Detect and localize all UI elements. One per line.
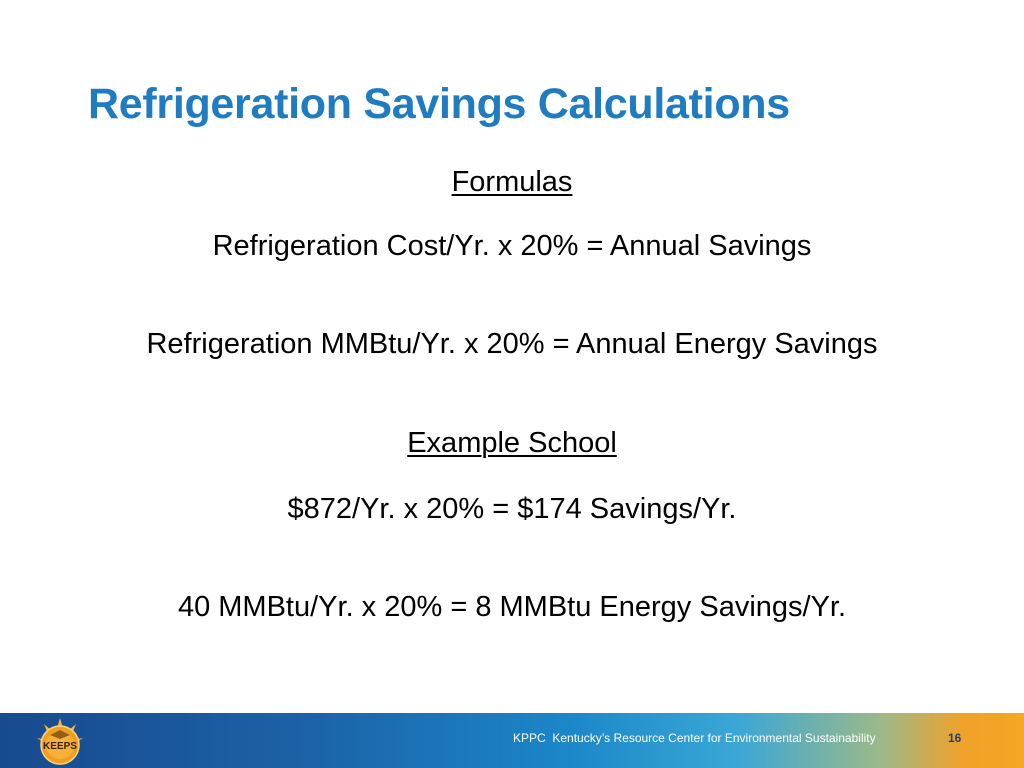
example-heading: Example School xyxy=(407,427,617,459)
formula-cost: Refrigeration Cost/Yr. x 20% = Annual Sa… xyxy=(212,230,812,262)
formula-energy: Refrigeration MMBtu/Yr. x 20% = Annual E… xyxy=(146,328,878,360)
footer-bar xyxy=(0,713,1024,768)
formulas-heading: Formulas xyxy=(451,166,573,198)
page-number: 16 xyxy=(948,731,962,745)
footer-org-text: KPPC Kentucky’s Resource Center for Envi… xyxy=(513,731,876,745)
example-cost: $872/Yr. x 20% = $174 Savings/Yr. xyxy=(287,493,737,525)
keeps-logo-icon: KEEPS xyxy=(37,718,83,765)
example-energy: 40 MMBtu/Yr. x 20% = 8 MMBtu Energy Savi… xyxy=(177,591,847,623)
logo-text: KEEPS xyxy=(43,741,77,752)
slide-title: Refrigeration Savings Calculations xyxy=(88,80,790,128)
